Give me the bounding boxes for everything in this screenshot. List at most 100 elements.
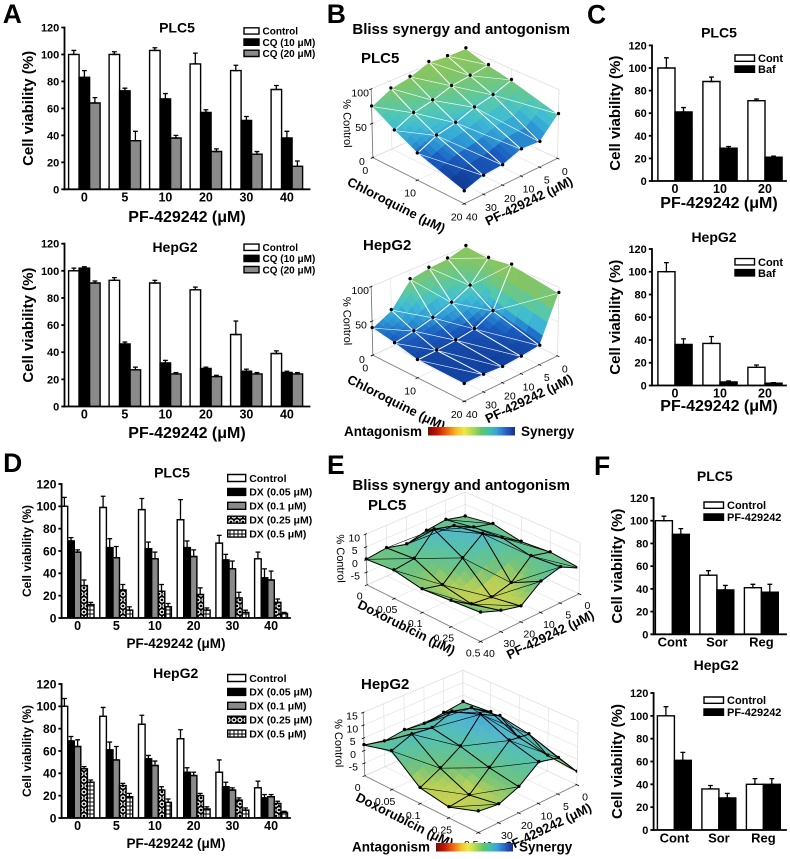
svg-text:5: 5 <box>113 819 120 833</box>
svg-text:40: 40 <box>264 619 278 633</box>
svg-text:10: 10 <box>346 723 358 735</box>
svg-text:0: 0 <box>641 380 647 392</box>
svg-text:100: 100 <box>36 700 56 714</box>
svg-text:80: 80 <box>636 538 648 550</box>
svg-text:20: 20 <box>523 628 535 640</box>
svg-text:20: 20 <box>636 802 648 814</box>
svg-text:40: 40 <box>43 767 57 781</box>
svg-text:10: 10 <box>713 387 727 401</box>
svg-text:120: 120 <box>628 244 646 256</box>
svg-text:40: 40 <box>636 584 648 596</box>
svg-text:20: 20 <box>758 387 772 401</box>
svg-text:Sor: Sor <box>706 635 728 650</box>
svg-text:10: 10 <box>523 381 535 393</box>
svg-text:Antagonism: Antagonism <box>344 424 422 439</box>
svg-text:C: C <box>587 0 606 30</box>
svg-text:20: 20 <box>758 182 772 196</box>
svg-text:60: 60 <box>43 544 57 558</box>
svg-text:50: 50 <box>355 122 367 134</box>
svg-text:PF-429242 (μM): PF-429242 (μM) <box>126 836 225 851</box>
svg-text:0: 0 <box>584 600 590 612</box>
svg-text:40: 40 <box>47 347 59 359</box>
svg-text:40: 40 <box>635 335 647 347</box>
svg-text:% Control: % Control <box>332 719 345 768</box>
svg-text:30: 30 <box>503 638 515 650</box>
svg-text:% Control: % Control <box>340 99 353 148</box>
svg-text:10: 10 <box>158 190 172 204</box>
svg-text:PF-429242 (μM): PF-429242 (μM) <box>128 209 245 226</box>
svg-text:100: 100 <box>351 88 369 100</box>
svg-text:Control: Control <box>263 243 299 254</box>
svg-text:Bliss synergy and antogonism: Bliss synergy and antogonism <box>352 21 570 38</box>
svg-text:0: 0 <box>352 558 358 570</box>
svg-text:0: 0 <box>359 156 365 168</box>
svg-text:120: 120 <box>628 40 646 52</box>
svg-text:100: 100 <box>628 267 646 279</box>
svg-text:10: 10 <box>404 188 416 200</box>
svg-text:0: 0 <box>362 165 368 177</box>
svg-text:20: 20 <box>187 819 201 833</box>
svg-text:DX (0.1 μM): DX (0.1 μM) <box>249 701 306 713</box>
svg-text:0.05: 0.05 <box>375 796 396 808</box>
svg-text:80: 80 <box>43 522 57 536</box>
svg-text:0: 0 <box>672 387 679 401</box>
svg-text:0: 0 <box>74 819 81 833</box>
svg-text:0.25: 0.25 <box>432 824 453 836</box>
svg-text:0: 0 <box>50 611 57 625</box>
svg-text:0.25: 0.25 <box>434 633 455 645</box>
svg-text:20: 20 <box>199 408 213 422</box>
svg-text:5: 5 <box>352 545 358 557</box>
svg-text:F: F <box>594 451 610 481</box>
svg-text:100: 100 <box>36 500 56 514</box>
svg-text:5: 5 <box>121 408 128 422</box>
svg-text:HepG2: HepG2 <box>363 237 411 254</box>
svg-text:0: 0 <box>350 749 356 761</box>
svg-text:0.5: 0.5 <box>466 647 481 659</box>
svg-text:0: 0 <box>642 629 648 641</box>
svg-text:0: 0 <box>359 354 365 366</box>
svg-text:5: 5 <box>350 736 356 748</box>
svg-text:0: 0 <box>562 363 568 375</box>
svg-text:PF-429242 (μM): PF-429242 (μM) <box>126 636 225 651</box>
svg-text:0: 0 <box>641 176 647 188</box>
svg-text:30: 30 <box>225 619 239 633</box>
svg-text:100: 100 <box>41 266 59 278</box>
svg-text:PF-429242: PF-429242 <box>727 707 781 719</box>
svg-text:80: 80 <box>47 293 59 305</box>
svg-text:PF-429242 (μM): PF-429242 (μM) <box>660 398 777 415</box>
svg-text:30: 30 <box>485 202 497 214</box>
svg-text:0: 0 <box>81 408 88 422</box>
svg-text:60: 60 <box>635 312 647 324</box>
svg-text:Cell viability (%): Cell viability (%) <box>609 509 626 624</box>
svg-text:0.1: 0.1 <box>408 618 423 630</box>
svg-text:60: 60 <box>47 103 59 115</box>
svg-text:DX (0.1 μM): DX (0.1 μM) <box>249 501 306 513</box>
svg-text:20: 20 <box>635 153 647 165</box>
svg-text:10: 10 <box>348 532 360 544</box>
svg-text:CQ (20 μM): CQ (20 μM) <box>263 265 316 276</box>
svg-text:60: 60 <box>47 320 59 332</box>
svg-text:60: 60 <box>636 756 648 768</box>
svg-text:80: 80 <box>47 76 59 88</box>
svg-text:Synergy: Synergy <box>521 424 575 439</box>
svg-text:5: 5 <box>563 801 569 813</box>
svg-text:Antagonism: Antagonism <box>352 840 430 855</box>
svg-text:Cont: Cont <box>658 635 688 650</box>
svg-text:20: 20 <box>451 409 463 421</box>
svg-text:0: 0 <box>357 590 363 602</box>
svg-text:0: 0 <box>74 619 81 633</box>
svg-text:DX (0.5 μM): DX (0.5 μM) <box>249 728 306 740</box>
svg-text:HepG2: HepG2 <box>691 229 736 245</box>
svg-text:-5: -5 <box>349 761 358 773</box>
svg-text:100: 100 <box>628 63 646 75</box>
svg-text:Cell viability (%): Cell viability (%) <box>607 56 624 171</box>
svg-text:20: 20 <box>47 374 59 386</box>
svg-text:0: 0 <box>582 792 588 804</box>
svg-text:20: 20 <box>199 190 213 204</box>
svg-text:60: 60 <box>636 561 648 573</box>
svg-text:Cont: Cont <box>660 830 690 845</box>
svg-text:80: 80 <box>635 86 647 98</box>
svg-text:Control: Control <box>249 473 286 485</box>
svg-text:Cell viability (%): Cell viability (%) <box>607 260 624 375</box>
svg-text:PLC5: PLC5 <box>701 25 737 41</box>
